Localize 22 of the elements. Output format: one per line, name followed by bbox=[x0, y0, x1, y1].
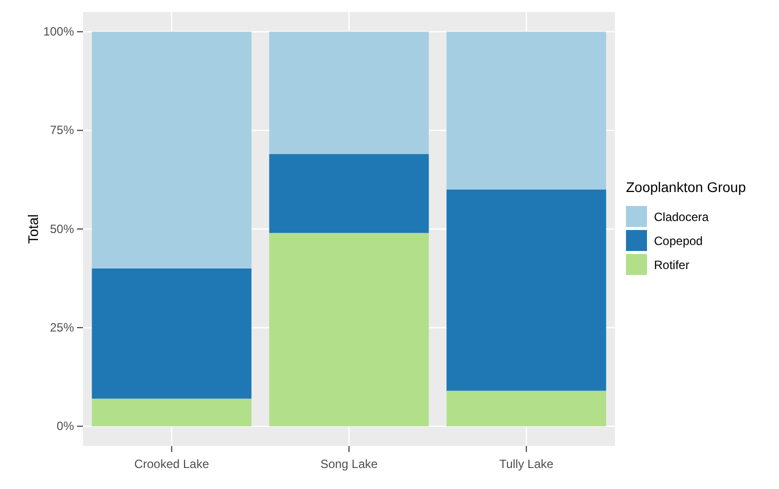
x-tick-label: Song Lake bbox=[320, 457, 378, 472]
x-tick-label: Tully Lake bbox=[499, 457, 554, 472]
y-tick-label: 0% bbox=[56, 419, 74, 434]
y-tick-label: 25% bbox=[50, 320, 74, 334]
bar bbox=[269, 32, 429, 154]
bar bbox=[446, 390, 606, 426]
bar bbox=[446, 32, 606, 190]
y-axis-title: Total bbox=[25, 214, 41, 244]
legend-title: Zooplankton Group bbox=[626, 179, 746, 195]
bar bbox=[269, 232, 429, 426]
y-tick-label: 100% bbox=[43, 24, 74, 39]
legend-label: Rotifer bbox=[654, 258, 690, 272]
y-tick-label: 50% bbox=[50, 222, 74, 236]
x-tick-label: Crooked Lake bbox=[134, 457, 210, 472]
bar bbox=[92, 398, 252, 426]
legend-label: Cladocera bbox=[654, 210, 710, 224]
bar bbox=[269, 154, 429, 233]
bar bbox=[92, 268, 252, 399]
y-tick-label: 75% bbox=[50, 123, 74, 138]
bar bbox=[92, 32, 252, 268]
bar bbox=[446, 190, 606, 391]
legend-label: Copepod bbox=[654, 234, 703, 248]
